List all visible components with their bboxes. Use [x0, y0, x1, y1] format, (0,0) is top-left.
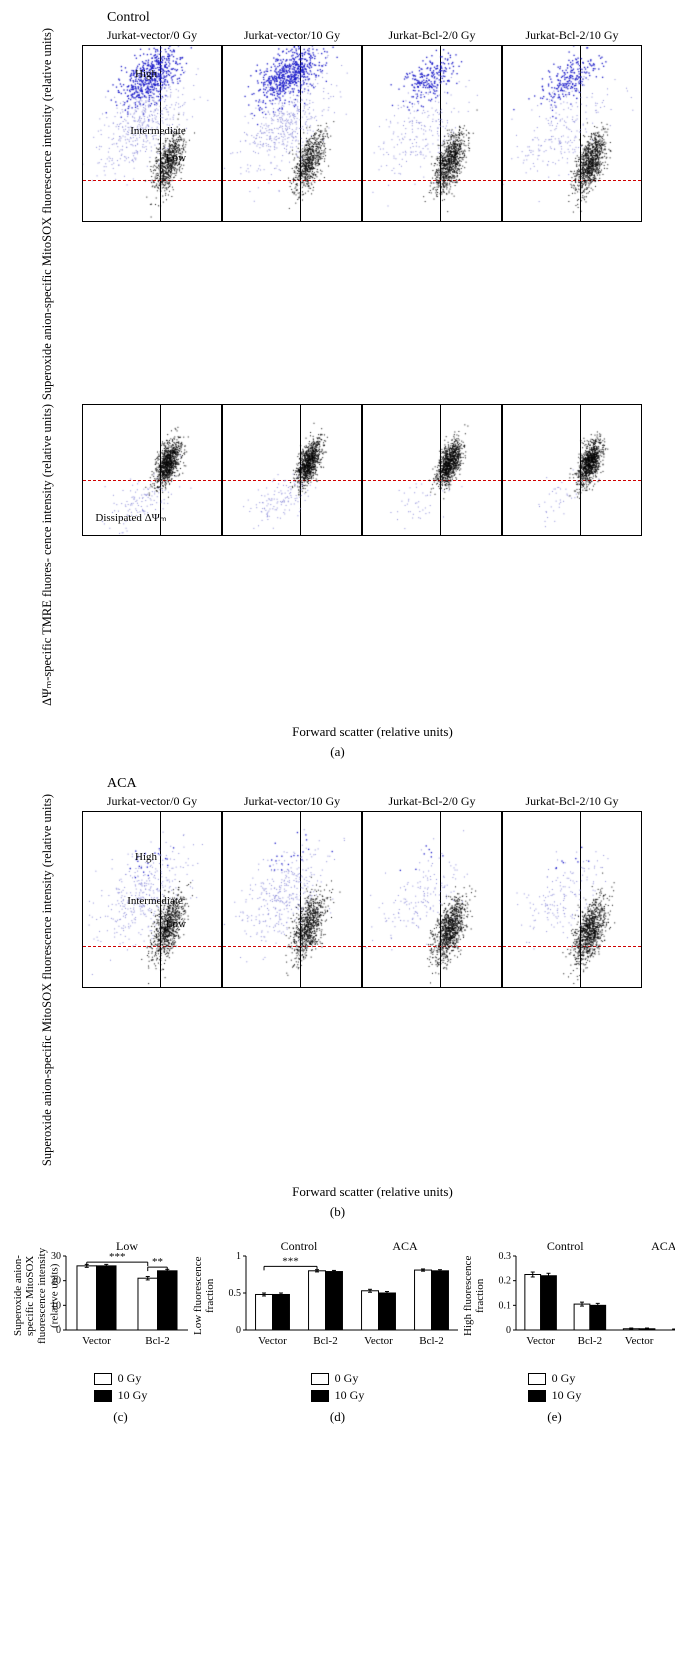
condition-label: Jurkat-Bcl-2/0 Gy — [389, 794, 476, 809]
svg-text:0: 0 — [56, 1325, 61, 1336]
svg-text:0.5: 0.5 — [229, 1288, 242, 1299]
panel-b-ylabel: Superoxide anion-specific MitoSOX fluore… — [40, 794, 55, 1166]
svg-text:0.2: 0.2 — [499, 1276, 512, 1287]
bar-chart: 0102030VectorBcl-2Low***** — [42, 1238, 192, 1348]
population-label: High — [135, 851, 157, 863]
bar-chart: 0 0.5 1 Vector Bcl-2 Vector Bcl-2 Control ACA *** — [222, 1238, 462, 1348]
panel-a-top-row: Superoxide anion-specific MitoSOX fluore… — [12, 28, 663, 400]
legend-label: 10 Gy — [118, 1388, 148, 1403]
legend-label: 0 Gy — [118, 1371, 142, 1386]
panel-d-caption: (d) — [229, 1409, 446, 1425]
panel-c-caption: (c) — [12, 1409, 229, 1425]
bar-chart: 00.10.20.3VectorBcl-2VectorBcl-2ControlA… — [492, 1238, 675, 1348]
panel-a-xlabel: Forward scatter (relative units) — [82, 724, 663, 740]
scatter-plot: 101102103 — [362, 811, 502, 988]
population-label: Low — [166, 152, 186, 164]
svg-text:0.1: 0.1 — [499, 1300, 512, 1311]
svg-text:Bcl-2: Bcl-2 — [145, 1335, 169, 1347]
svg-text:1: 1 — [236, 1251, 241, 1262]
legend-label: 10 Gy — [335, 1388, 365, 1403]
condition-label: Jurkat-vector/10 Gy — [244, 28, 340, 43]
panel-a-title: Control — [107, 10, 663, 26]
svg-text:Bcl-2: Bcl-2 — [578, 1335, 602, 1347]
panel-a-bottom-ylabel: ΔΨₘ-specific TMRE fluores- cence intensi… — [39, 404, 55, 706]
scatter-plot: 101102103104101102103Dissipated ΔΨₘ — [82, 404, 222, 536]
bar-ylabel: Low fluorescence fraction — [192, 1238, 216, 1353]
scatter-plot: 101102103 — [502, 45, 642, 222]
panel-e-caption: (e) — [446, 1409, 663, 1425]
scatter-plot: 101102103 — [502, 404, 642, 536]
svg-text:0.3: 0.3 — [499, 1251, 512, 1262]
condition-label: Jurkat-vector/0 Gy — [107, 28, 197, 43]
condition-label: Jurkat-Bcl-2/0 Gy — [389, 28, 476, 43]
panel-b-title: ACA — [107, 776, 663, 792]
condition-label: Jurkat-Bcl-2/10 Gy — [526, 794, 619, 809]
population-label: Intermediate — [130, 125, 186, 137]
svg-text:***: *** — [109, 1251, 126, 1263]
legend-swatch — [311, 1390, 329, 1402]
svg-text:***: *** — [282, 1255, 299, 1267]
panel-b-xlabel: Forward scatter (relative units) — [82, 1184, 663, 1200]
svg-text:Control: Control — [281, 1239, 318, 1253]
scatter-plot: 101102103 — [502, 811, 642, 988]
population-label: Low — [166, 918, 186, 930]
svg-text:0: 0 — [506, 1325, 511, 1336]
svg-text:**: ** — [152, 1256, 163, 1268]
svg-text:ACA: ACA — [392, 1239, 418, 1253]
svg-text:10: 10 — [51, 1300, 61, 1311]
bar-ylabel: High fluorescence fraction — [462, 1238, 486, 1353]
population-label: Dissipated ΔΨₘ — [95, 511, 166, 524]
panel-b-caption: (b) — [12, 1204, 663, 1220]
panel-a-top-ylabel: Superoxide anion-specific MitoSOX fluore… — [40, 28, 55, 400]
svg-text:ACA: ACA — [651, 1239, 675, 1253]
legend-swatch — [94, 1373, 112, 1385]
condition-label: Jurkat-vector/10 Gy — [244, 794, 340, 809]
svg-text:Vector: Vector — [82, 1335, 111, 1347]
condition-label: Jurkat-vector/0 Gy — [107, 794, 197, 809]
svg-text:Bcl-2: Bcl-2 — [419, 1335, 443, 1347]
population-label: Intermediate — [127, 895, 183, 907]
scatter-plot: 100101102103104101102103HighIntermediate… — [82, 45, 222, 222]
legend-swatch — [94, 1390, 112, 1402]
scatter-plot: 101102103 — [222, 811, 362, 988]
legend: 0 Gy 10 Gy — [94, 1369, 148, 1405]
svg-text:Bcl-2: Bcl-2 — [313, 1335, 337, 1347]
legend-label: 0 Gy — [335, 1371, 359, 1386]
scatter-plot: 101102103 — [362, 45, 502, 222]
condition-label: Jurkat-Bcl-2/10 Gy — [526, 28, 619, 43]
panel-a-caption: (a) — [12, 744, 663, 760]
legend-label: 10 Gy — [552, 1388, 582, 1403]
legend-swatch — [311, 1373, 329, 1385]
svg-text:Vector: Vector — [364, 1335, 393, 1347]
panel-a-bottom-row: ΔΨₘ-specific TMRE fluores- cence intensi… — [12, 404, 663, 706]
scatter-plot: 101102103 — [222, 45, 362, 222]
scatter-plot: 101102103 — [362, 404, 502, 536]
svg-text:Control: Control — [547, 1239, 584, 1253]
legend: 0 Gy 10 Gy — [311, 1369, 365, 1405]
svg-text:Vector: Vector — [258, 1335, 287, 1347]
svg-text:0: 0 — [236, 1325, 241, 1336]
legend-swatch — [528, 1390, 546, 1402]
legend-swatch — [528, 1373, 546, 1385]
svg-text:20: 20 — [51, 1276, 61, 1287]
svg-text:Vector: Vector — [526, 1335, 555, 1347]
scatter-plot: 100101102103104101102103HighIntermediate… — [82, 811, 222, 988]
svg-text:30: 30 — [51, 1251, 61, 1262]
panel-b-row: Superoxide anion-specific MitoSOX fluore… — [12, 794, 663, 1166]
svg-text:Vector: Vector — [625, 1335, 654, 1347]
scatter-plot: 101102103 — [222, 404, 362, 536]
population-label: High — [135, 68, 157, 80]
legend: 0 Gy 10 Gy — [528, 1369, 582, 1405]
legend-label: 0 Gy — [552, 1371, 576, 1386]
